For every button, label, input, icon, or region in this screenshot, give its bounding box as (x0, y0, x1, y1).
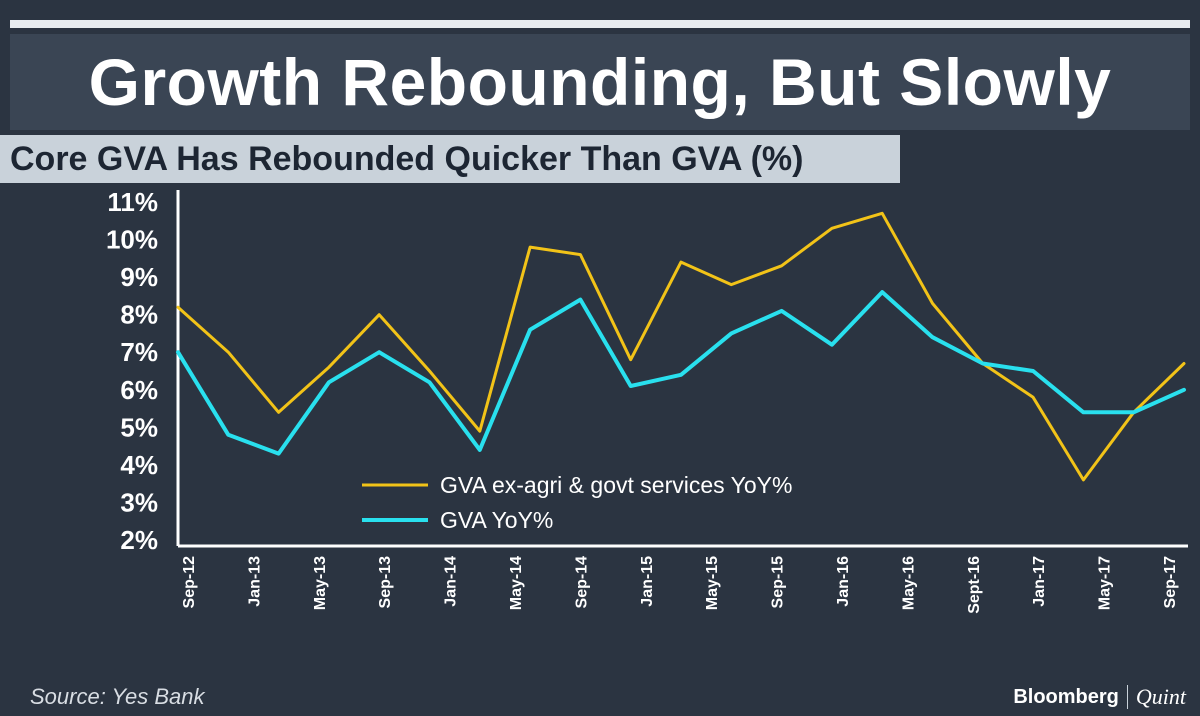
x-tick-label: Jan-17 (1031, 556, 1048, 607)
brand-divider (1126, 685, 1128, 709)
brand-primary: Bloomberg (1013, 685, 1119, 708)
series-line-gva (176, 290, 1186, 456)
chart-title: Growth Rebounding, But Slowly (10, 34, 1190, 130)
x-tick-label: Sep-14 (573, 556, 590, 609)
top-divider (10, 20, 1190, 28)
source-note: Source: Yes Bank (30, 684, 205, 709)
x-tick-label: May-14 (508, 556, 525, 610)
y-tick-label: 8% (120, 300, 158, 330)
x-tick-label: May-17 (1097, 556, 1114, 610)
y-tick-label: 7% (120, 337, 158, 367)
x-tick-label: Sep-12 (181, 556, 198, 609)
x-tick-label: Sep-13 (377, 556, 394, 609)
chart-subtitle: Core GVA Has Rebounded Quicker Than GVA … (0, 135, 900, 183)
y-tick-label: 11% (107, 187, 158, 217)
brand-secondary: Quint (1135, 684, 1186, 709)
legend-label: GVA YoY% (440, 507, 553, 533)
y-tick-label: 3% (120, 487, 158, 517)
y-tick-label: 4% (120, 450, 158, 480)
x-tick-label: Sep-17 (1162, 556, 1179, 609)
x-tick-label: Jan-13 (246, 556, 263, 607)
legend-label: GVA ex-agri & govt services YoY% (440, 472, 792, 498)
x-tick-label: May-15 (704, 556, 721, 610)
series-line-core-gva (176, 211, 1186, 482)
x-tick-label: May-16 (900, 556, 917, 610)
y-tick-label: 10% (106, 225, 158, 255)
y-tick-label: 6% (120, 375, 158, 405)
x-tick-label: Jan-14 (443, 556, 460, 607)
x-tick-label: Jan-16 (835, 556, 852, 607)
y-tick-label: 9% (120, 262, 158, 292)
y-tick-label: 5% (120, 412, 158, 442)
brand-logo: Bloomberg Quint (1013, 684, 1186, 710)
x-tick-label: May-13 (312, 556, 329, 610)
x-tick-label: Jan-15 (639, 556, 656, 607)
x-tick-label: Sept-16 (966, 556, 983, 614)
y-tick-label: 2% (120, 525, 158, 555)
x-tick-label: Sep-15 (770, 556, 787, 609)
